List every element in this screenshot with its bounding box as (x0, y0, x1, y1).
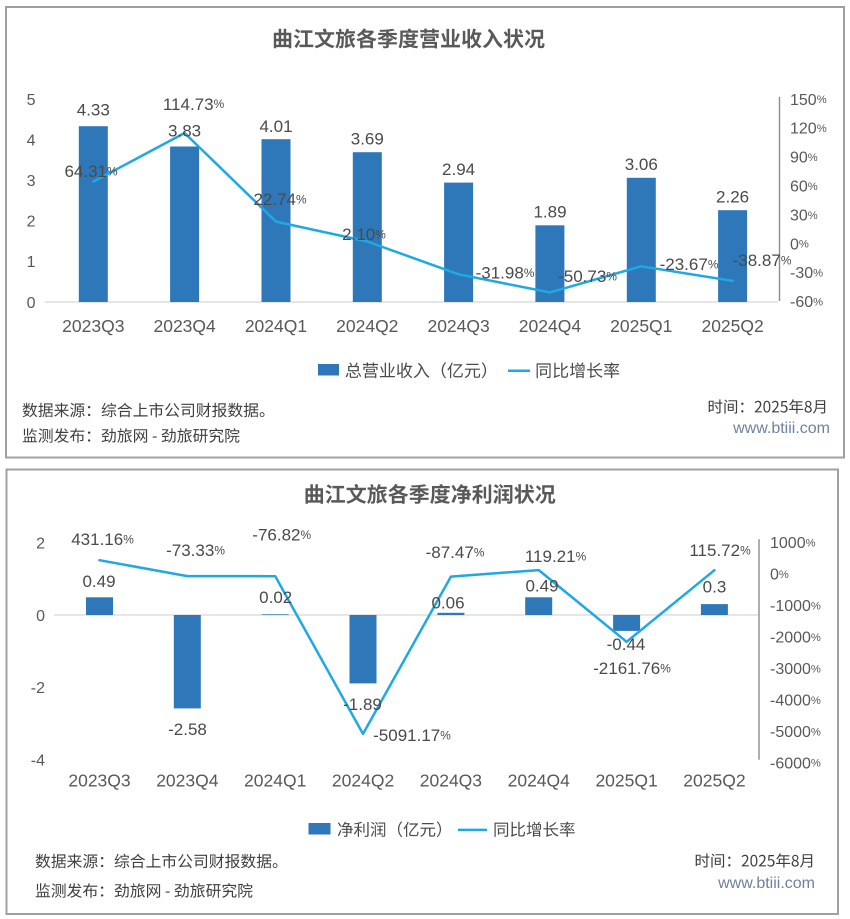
svg-text:0.06: 0.06 (431, 594, 464, 613)
svg-text:2.26: 2.26 (716, 188, 749, 207)
svg-text:120%: 120% (790, 121, 827, 138)
svg-text:0.49: 0.49 (82, 572, 115, 591)
svg-text:64.31%: 64.31% (64, 162, 118, 181)
svg-text:3.69: 3.69 (351, 130, 384, 149)
svg-text:-5091.17%: -5091.17% (373, 726, 451, 745)
svg-text:114.73%: 114.73% (163, 95, 225, 114)
svg-text:2: 2 (27, 214, 36, 231)
svg-text:0.3: 0.3 (703, 578, 727, 597)
svg-text:2.10%: 2.10% (342, 225, 386, 244)
svg-text:431.16%: 431.16% (71, 530, 134, 549)
svg-text:2023Q4: 2023Q4 (156, 770, 219, 790)
svg-text:-2.58: -2.58 (168, 720, 207, 739)
svg-text:-76.82%: -76.82% (252, 526, 311, 545)
svg-text:-30%: -30% (790, 265, 823, 282)
svg-text:-50.73%: -50.73% (558, 267, 617, 286)
svg-text:2024Q2: 2024Q2 (336, 316, 398, 336)
svg-text:150%: 150% (790, 92, 827, 109)
svg-text:2: 2 (36, 535, 45, 552)
svg-text:0: 0 (36, 608, 45, 625)
svg-text:22.74%: 22.74% (253, 190, 307, 209)
svg-text:-1000%: -1000% (770, 598, 821, 615)
svg-text:-87.47%: -87.47% (426, 543, 485, 562)
svg-text:-0.44: -0.44 (607, 635, 646, 654)
svg-text:3.83: 3.83 (168, 122, 201, 141)
svg-text:-2161.76%: -2161.76% (593, 659, 671, 678)
svg-text:2024Q2: 2024Q2 (332, 770, 394, 790)
svg-text:2024Q4: 2024Q4 (508, 770, 571, 790)
svg-text:-3000%: -3000% (770, 661, 821, 678)
svg-text:2024Q1: 2024Q1 (245, 316, 307, 336)
svg-text:3.06: 3.06 (625, 155, 658, 174)
svg-text:2.94: 2.94 (442, 160, 475, 179)
svg-text:30%: 30% (790, 207, 818, 224)
svg-text:0%: 0% (770, 567, 789, 584)
svg-text:4.33: 4.33 (77, 101, 110, 120)
svg-text:2023Q3: 2023Q3 (68, 770, 130, 790)
svg-text:-4: -4 (31, 753, 45, 770)
svg-text:0.49: 0.49 (525, 577, 558, 596)
svg-text:-31.98%: -31.98% (476, 264, 535, 283)
svg-text:-5000%: -5000% (770, 724, 821, 741)
svg-text:2023Q4: 2023Q4 (153, 316, 216, 336)
svg-text:115.72%: 115.72% (689, 541, 751, 560)
svg-text:-73.33%: -73.33% (166, 541, 225, 560)
svg-text:119.21%: 119.21% (525, 547, 587, 566)
svg-text:1.89: 1.89 (533, 203, 566, 222)
svg-text:4: 4 (27, 132, 36, 149)
svg-text:90%: 90% (790, 150, 818, 167)
svg-text:5: 5 (27, 92, 36, 109)
svg-text:0: 0 (27, 295, 36, 312)
svg-text:-2000%: -2000% (770, 630, 821, 647)
svg-text:0.02: 0.02 (259, 588, 292, 607)
svg-text:4.01: 4.01 (259, 117, 292, 136)
svg-text:2024Q1: 2024Q1 (244, 770, 306, 790)
svg-text:2025Q2: 2025Q2 (683, 770, 745, 790)
svg-text:2025Q1: 2025Q1 (595, 770, 657, 790)
svg-text:2025Q2: 2025Q2 (701, 316, 763, 336)
svg-text:-4000%: -4000% (770, 692, 821, 709)
svg-text:-60%: -60% (790, 294, 823, 311)
svg-text:60%: 60% (790, 179, 818, 196)
svg-text:-2: -2 (31, 680, 45, 697)
svg-text:-1.89: -1.89 (343, 695, 382, 714)
svg-text:2024Q3: 2024Q3 (427, 316, 489, 336)
svg-text:2024Q3: 2024Q3 (420, 770, 482, 790)
svg-text:-38.87%: -38.87% (733, 251, 792, 270)
svg-text:2024Q4: 2024Q4 (519, 316, 582, 336)
svg-text:www.btiii.com: www.btiii.com (717, 875, 815, 892)
svg-text:1000%: 1000% (770, 535, 816, 552)
svg-text:3: 3 (27, 173, 36, 190)
svg-text:1: 1 (27, 254, 36, 271)
svg-text:www.btiii.com: www.btiii.com (732, 420, 830, 437)
svg-text:-23.67%: -23.67% (660, 255, 719, 274)
svg-text:2025Q1: 2025Q1 (610, 316, 672, 336)
svg-text:0%: 0% (790, 236, 809, 253)
svg-text:-6000%: -6000% (770, 755, 821, 772)
svg-text:2023Q3: 2023Q3 (62, 316, 124, 336)
